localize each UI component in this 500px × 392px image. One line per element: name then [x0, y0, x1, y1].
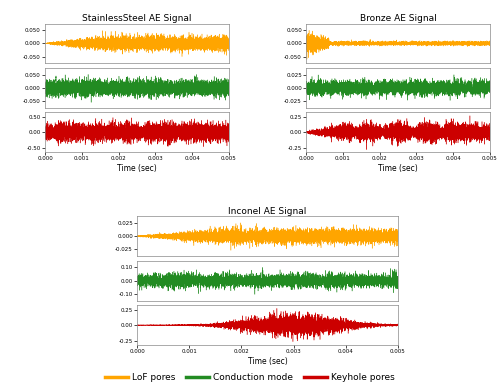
Title: Inconel AE Signal: Inconel AE Signal	[228, 207, 306, 216]
Title: StainlessSteel AE Signal: StainlessSteel AE Signal	[82, 14, 192, 23]
X-axis label: Time (sec): Time (sec)	[378, 164, 418, 173]
X-axis label: Time (sec): Time (sec)	[117, 164, 157, 173]
Title: Bronze AE Signal: Bronze AE Signal	[360, 14, 436, 23]
X-axis label: Time (sec): Time (sec)	[248, 357, 288, 366]
Legend: LoF pores, Conduction mode, Keyhole pores: LoF pores, Conduction mode, Keyhole pore…	[102, 369, 399, 385]
